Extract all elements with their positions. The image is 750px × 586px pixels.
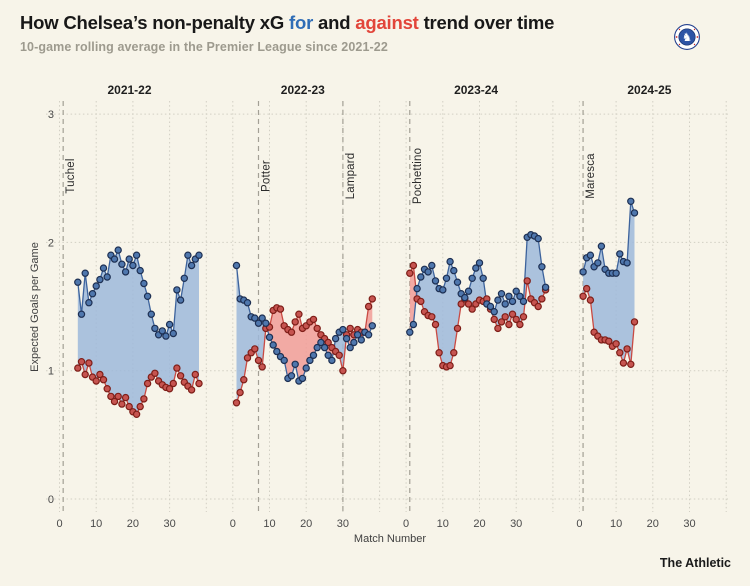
x-tick-label: 30 [163,518,175,530]
x-tick-label: 20 [300,518,312,530]
fill-for-dominant [583,201,635,365]
season-label: 2023-24 [454,83,498,97]
manager-label: Lampard [345,153,357,200]
panel-2021-22: 0 10 20 30 2021-22 Tuchel [56,83,207,530]
against-markers [232,295,376,407]
svg-text:0: 0 [48,494,54,506]
page-title: How Chelsea’s non-penalty xG for and aga… [20,12,680,34]
for-markers [232,261,376,385]
against-markers [74,358,203,418]
svg-text:3: 3 [48,109,54,121]
x-tick-label: 0 [576,518,582,530]
y-gridlines [46,113,728,500]
x-tick-label: 30 [510,518,522,530]
chart-subtitle: 10-game rolling average in the Premier L… [20,40,388,54]
x-tick-label: 20 [647,518,659,530]
manager-label: Maresca [585,153,597,199]
x-tick-label: 10 [437,518,449,530]
title-for-word: for [289,12,314,33]
svg-text:♞: ♞ [682,30,692,44]
chelsea-crest-icon: ♞ [674,24,700,50]
y-axis-title: Expected Goals per Game [29,242,41,372]
fill-for-dominant [77,250,199,415]
x-tick-label: 20 [473,518,485,530]
for-markers [74,246,203,340]
manager-label: Tuchel [65,158,77,193]
brand-mark: The Athletic [659,556,731,570]
chart-header: How Chelsea’s non-penalty xG for and aga… [20,12,680,54]
x-tick-label: 30 [337,518,349,530]
fill-for-dominant [236,265,373,403]
season-label: 2024-25 [627,83,671,97]
x-tick-label: 30 [683,518,695,530]
x-tick-label: 0 [403,518,409,530]
against-markers [579,284,639,368]
manager-label: Pochettino [412,148,424,204]
x-tick-label: 0 [56,518,62,530]
title-prefix: How Chelsea’s non-penalty xG [20,12,290,33]
for-markers [406,230,550,336]
x-axis-title: Match Number [354,533,426,545]
x-tick-label: 10 [263,518,275,530]
panel-2024-25: 0 10 20 30 2024-25 Maresca [576,83,727,530]
title-suffix: trend over time [418,12,555,33]
svg-text:2: 2 [48,237,54,249]
manager-label: Potter [260,160,272,192]
y-tick-labels: 0 1 2 3 [48,109,54,506]
against-line [77,361,200,415]
x-tick-label: 10 [610,518,622,530]
against-markers [406,261,550,371]
title-mid: and [313,12,356,33]
svg-text:1: 1 [48,366,54,378]
panel-2023-24: 0 10 20 30 2023-24 Pochettino [403,83,554,530]
panel-2022-23: 0 10 20 30 2022-23 Potter Lampard [230,83,381,530]
x-tick-label: 0 [230,518,236,530]
title-against-word: against [355,12,419,33]
x-tick-label: 20 [127,518,139,530]
x-tick-label: 10 [90,518,102,530]
season-label: 2022-23 [281,83,325,97]
for-markers [579,197,639,277]
season-label: 2021-22 [107,83,151,97]
